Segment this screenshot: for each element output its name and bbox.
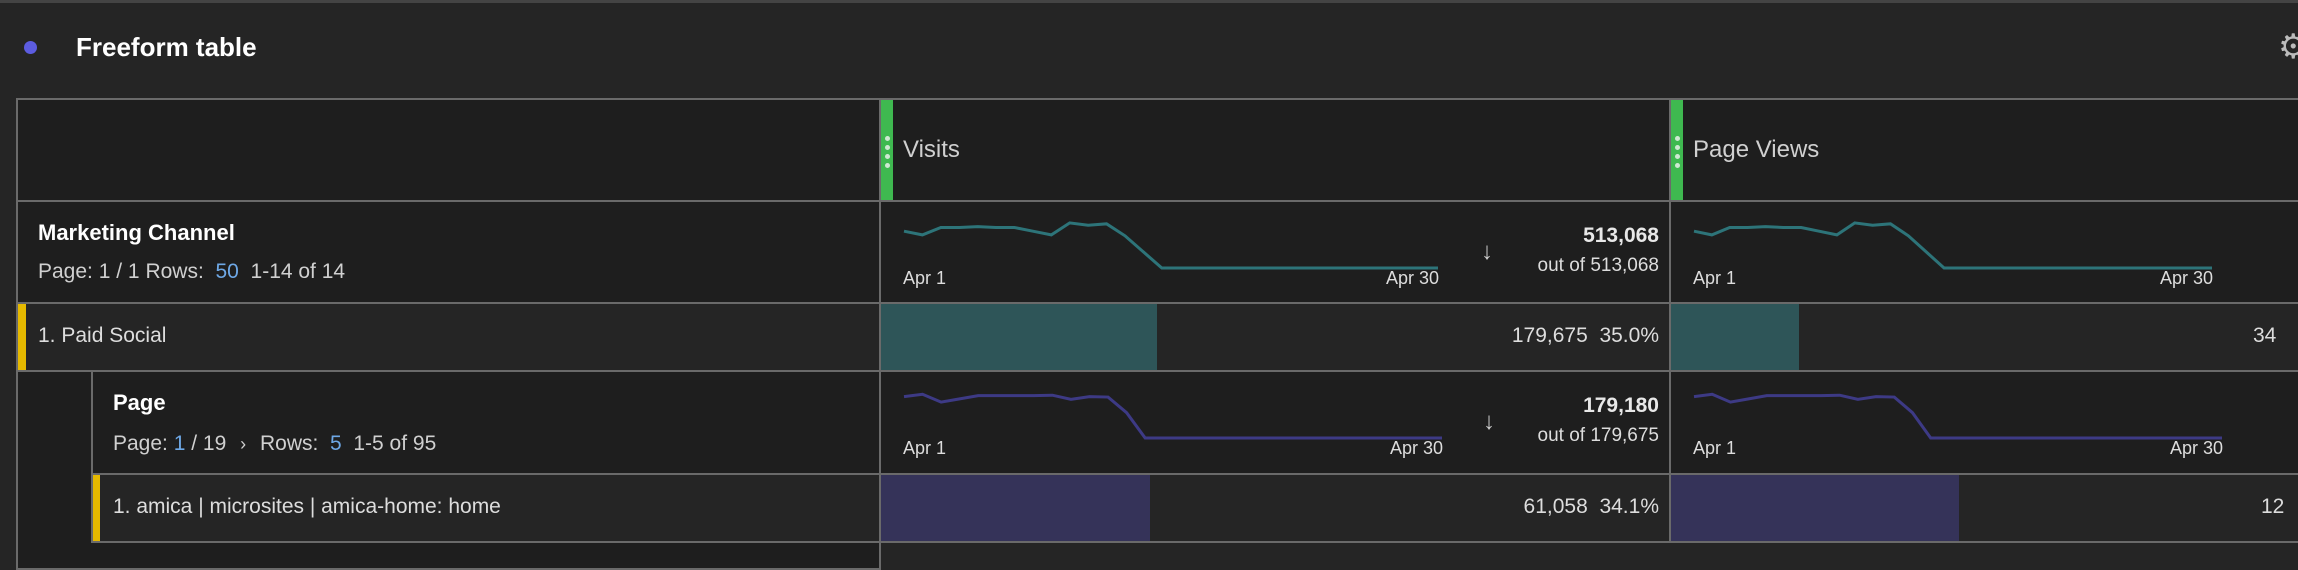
page-views-total-cell: Apr 1 Apr 30	[1669, 370, 2298, 475]
sparkline-end-label: Apr 30	[1385, 268, 1439, 288]
sort-descending-icon[interactable]: ↓	[1481, 238, 1493, 265]
percent-bar	[881, 304, 1157, 370]
row-selection-indicator	[93, 475, 100, 541]
table-row-paid-social[interactable]: 1. Paid Social	[16, 302, 881, 372]
visits-total-cell: Apr 1 Apr 30 ↓ 513,068 out of 513,068	[879, 200, 1671, 304]
page-total: / 19	[191, 432, 227, 455]
page-label: Page:	[38, 260, 93, 283]
table-row-page[interactable]: 1. amica | microsites | amica-home: home	[91, 473, 881, 543]
visits-out-of: out of 179,675	[1537, 425, 1660, 446]
pagination: Page: 1 / 19 › Rows: 5 1-5 of 95	[113, 432, 436, 456]
sparkline-line	[1693, 221, 2212, 270]
visits-total: 513,068	[1583, 224, 1659, 247]
page-views-total-cell: Apr 1 Apr 30	[1669, 200, 2298, 304]
page-views-pct: 12	[2261, 495, 2285, 518]
sparkline-start-label: Apr 1	[1693, 438, 1737, 458]
percent-bar	[1671, 475, 1959, 541]
page-current[interactable]: 1	[173, 432, 186, 455]
sparkline-line	[903, 392, 1442, 440]
panel-title[interactable]: Freeform table	[76, 32, 257, 62]
sparkline-line	[903, 221, 1438, 270]
dimension-header-marketing-channel: Marketing Channel Page: 1 / 1 Rows: 50 1…	[16, 200, 881, 304]
dimension-header-page: Page Page: 1 / 19 › Rows: 5 1-5 of 95	[91, 370, 881, 475]
column-label: Page Views	[1693, 136, 1820, 163]
sparkline-start-label: Apr 1	[1693, 268, 1737, 288]
column-header-visits[interactable]: Visits	[879, 98, 1671, 202]
range-text: 1-5 of 95	[353, 432, 437, 455]
sparkline-end-label: Apr 30	[2159, 268, 2213, 288]
percent-bar	[1671, 304, 1799, 370]
page-value: 1 / 1	[98, 260, 140, 283]
visits-total-cell: Apr 1 Apr 30 ↓ 179,180 out of 179,675	[879, 370, 1671, 475]
sparkline-end-label: Apr 30	[1389, 438, 1443, 458]
visits-out-of: out of 513,068	[1537, 255, 1660, 276]
sparkline	[1693, 221, 2212, 270]
sparkline-line	[1693, 392, 2222, 440]
sparkline-end-label: Apr 30	[2169, 438, 2223, 458]
sparkline-start-label: Apr 1	[903, 438, 947, 458]
drag-handle-icon[interactable]	[1671, 100, 1683, 200]
next-page-chevron-icon[interactable]: ›	[240, 434, 247, 454]
page-views-pct: 34	[2253, 324, 2277, 347]
page-views-cell: 34	[1669, 302, 2298, 372]
sparkline-start-label: Apr 1	[903, 268, 947, 288]
sort-descending-icon[interactable]: ↓	[1483, 408, 1495, 435]
gear-icon[interactable]: ⚙	[2278, 28, 2298, 66]
panel-status-dot	[24, 41, 37, 54]
column-header-page-views[interactable]: Page Views	[1669, 98, 2298, 202]
sparkline	[903, 392, 1442, 440]
header-corner-cell	[16, 98, 881, 202]
drag-handle-icon[interactable]	[881, 100, 893, 200]
pagination: Page: 1 / 1 Rows: 50 1-14 of 14	[38, 260, 345, 284]
row-label[interactable]: 1. Paid Social	[38, 324, 167, 347]
sparkline	[1693, 392, 2222, 440]
page-views-cell: 12	[1669, 473, 2298, 543]
rows-selector[interactable]: 50	[215, 260, 239, 283]
row-label[interactable]: 1. amica | microsites | amica-home: home	[113, 495, 501, 518]
visits-value: 179,675 35.0%	[1511, 324, 1659, 347]
rows-selector[interactable]: 5	[330, 432, 342, 455]
window-top-border	[0, 0, 2298, 3]
column-label: Visits	[903, 136, 960, 163]
sparkline	[903, 221, 1438, 270]
rows-label: Rows:	[259, 432, 319, 455]
visits-total: 179,180	[1583, 394, 1659, 417]
row-selection-indicator	[18, 304, 26, 370]
visits-cell: 179,675 35.0%	[879, 302, 1671, 372]
percent-bar	[881, 475, 1150, 541]
range-text: 1-14 of 14	[250, 260, 346, 283]
visits-cell: 61,058 34.1%	[879, 473, 1671, 543]
page-label: Page:	[113, 432, 168, 455]
dimension-title[interactable]: Marketing Channel	[38, 220, 235, 245]
visits-value: 61,058 34.1%	[1523, 495, 1659, 518]
dimension-title[interactable]: Page	[113, 390, 166, 415]
rows-label: Rows:	[145, 260, 204, 283]
